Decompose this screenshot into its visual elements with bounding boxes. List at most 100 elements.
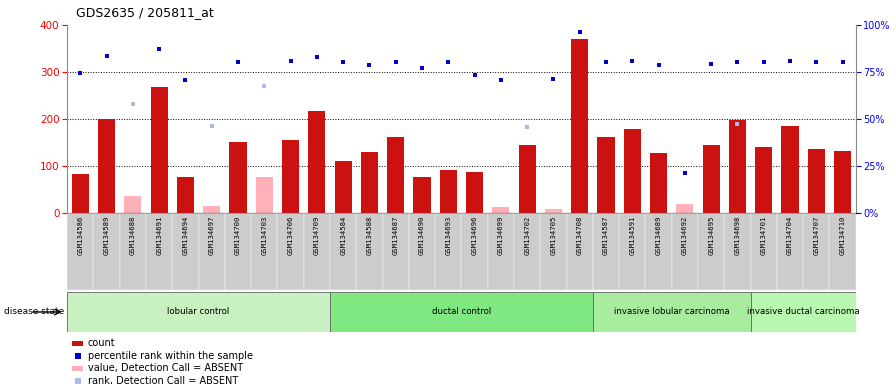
Point: [362, 62, 376, 68]
Text: GSM134699: GSM134699: [498, 215, 504, 255]
Text: GSM134588: GSM134588: [366, 215, 373, 255]
Bar: [593, 292, 751, 332]
Point: [625, 58, 640, 64]
Point: [310, 54, 324, 60]
Text: rank, Detection Call = ABSENT: rank, Detection Call = ABSENT: [88, 376, 238, 384]
Bar: [93, 213, 120, 290]
Point: [125, 101, 140, 107]
Text: GSM134591: GSM134591: [629, 215, 635, 255]
Text: GSM134690: GSM134690: [419, 215, 425, 255]
Bar: [803, 213, 830, 290]
Text: GSM134688: GSM134688: [130, 215, 136, 255]
Bar: [225, 213, 251, 290]
Bar: [255, 177, 273, 213]
Point: [336, 59, 350, 65]
Bar: [151, 87, 168, 213]
Point: [730, 121, 745, 127]
Text: value, Detection Call = ABSENT: value, Detection Call = ABSENT: [88, 363, 243, 373]
Bar: [728, 121, 746, 213]
Bar: [487, 213, 514, 290]
Bar: [724, 213, 751, 290]
Bar: [540, 213, 566, 290]
Point: [415, 65, 429, 71]
Bar: [282, 140, 299, 213]
Bar: [330, 292, 593, 332]
Text: disease state: disease state: [4, 308, 65, 316]
Bar: [120, 213, 146, 290]
Bar: [251, 213, 278, 290]
Point: [809, 59, 823, 65]
Text: GSM134691: GSM134691: [156, 215, 162, 255]
Point: [178, 77, 193, 83]
Bar: [98, 119, 116, 213]
Bar: [781, 126, 798, 213]
Text: GSM134706: GSM134706: [288, 215, 294, 255]
Text: GSM134694: GSM134694: [183, 215, 188, 255]
Bar: [807, 149, 825, 213]
Text: GSM134696: GSM134696: [471, 215, 478, 255]
Point: [756, 59, 771, 65]
Bar: [72, 366, 83, 371]
Bar: [203, 206, 220, 213]
Point: [494, 76, 508, 83]
Bar: [278, 213, 304, 290]
Bar: [751, 292, 856, 332]
Bar: [751, 213, 777, 290]
Bar: [672, 213, 698, 290]
Text: GSM134693: GSM134693: [445, 215, 452, 255]
Bar: [172, 213, 199, 290]
Text: GSM134587: GSM134587: [603, 215, 609, 255]
Point: [704, 61, 719, 68]
Text: percentile rank within the sample: percentile rank within the sample: [88, 351, 253, 361]
Bar: [383, 213, 409, 290]
Text: GSM134695: GSM134695: [708, 215, 714, 255]
Bar: [702, 146, 719, 213]
Text: invasive ductal carcinoma: invasive ductal carcinoma: [746, 308, 859, 316]
Bar: [466, 172, 483, 213]
Bar: [514, 213, 540, 290]
Bar: [413, 177, 431, 213]
Point: [389, 59, 403, 65]
Bar: [676, 204, 694, 213]
Text: GSM134703: GSM134703: [262, 215, 267, 255]
Point: [651, 62, 666, 68]
Point: [231, 59, 246, 65]
Point: [573, 29, 587, 35]
Bar: [67, 213, 93, 290]
Bar: [308, 111, 325, 213]
Bar: [492, 207, 510, 213]
Text: GSM134689: GSM134689: [656, 215, 661, 255]
Bar: [67, 292, 330, 332]
Bar: [304, 213, 330, 290]
Point: [71, 353, 85, 359]
Text: GSM134697: GSM134697: [209, 215, 215, 255]
Point: [677, 170, 692, 176]
Text: GSM134710: GSM134710: [840, 215, 846, 255]
Text: GSM134698: GSM134698: [735, 215, 740, 255]
Bar: [545, 209, 562, 213]
Bar: [566, 213, 593, 290]
Bar: [177, 177, 194, 213]
Text: GSM134704: GSM134704: [787, 215, 793, 255]
Bar: [199, 213, 225, 290]
Bar: [698, 213, 724, 290]
Bar: [357, 213, 383, 290]
Bar: [435, 213, 461, 290]
Bar: [409, 213, 435, 290]
Text: ductal control: ductal control: [432, 308, 491, 316]
Text: GSM134709: GSM134709: [314, 215, 320, 255]
Point: [152, 46, 167, 53]
Bar: [571, 39, 589, 213]
Point: [204, 122, 219, 129]
Text: GDS2635 / 205811_at: GDS2635 / 205811_at: [76, 6, 214, 19]
Bar: [830, 213, 856, 290]
Bar: [650, 153, 668, 213]
Text: GSM134700: GSM134700: [235, 215, 241, 255]
Point: [468, 72, 482, 78]
Point: [730, 59, 745, 65]
Bar: [619, 213, 645, 290]
Text: GSM134586: GSM134586: [77, 215, 83, 255]
Bar: [598, 137, 615, 213]
Point: [257, 83, 271, 89]
Bar: [387, 137, 404, 213]
